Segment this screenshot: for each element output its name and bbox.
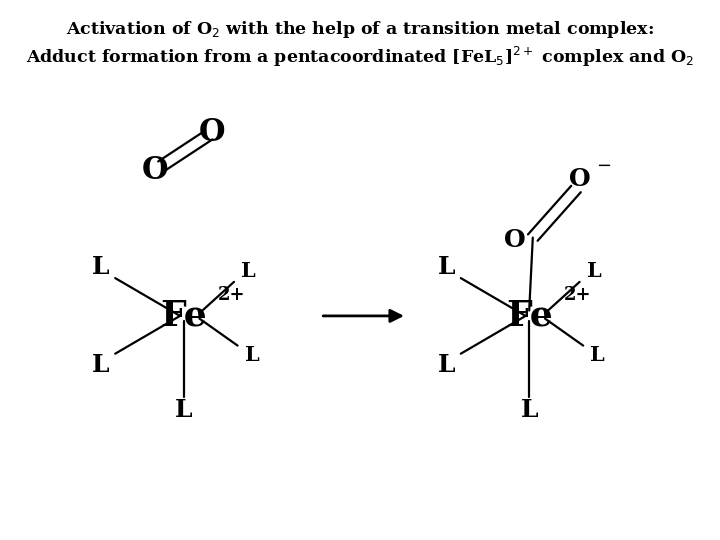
Text: L: L bbox=[92, 255, 109, 279]
Text: −: − bbox=[595, 157, 611, 176]
Text: O: O bbox=[199, 117, 225, 148]
Text: L: L bbox=[438, 255, 455, 279]
Text: L: L bbox=[590, 345, 605, 366]
Text: 2+: 2+ bbox=[564, 286, 591, 305]
Text: L: L bbox=[521, 399, 538, 422]
Text: L: L bbox=[92, 353, 109, 376]
Text: O: O bbox=[504, 228, 526, 252]
Text: Activation of O$_2$ with the help of a transition metal complex:: Activation of O$_2$ with the help of a t… bbox=[66, 19, 654, 40]
Text: L: L bbox=[587, 261, 601, 281]
Text: L: L bbox=[245, 345, 259, 366]
Text: Fe: Fe bbox=[506, 299, 552, 333]
Text: L: L bbox=[438, 353, 455, 376]
Text: 2+: 2+ bbox=[218, 286, 246, 305]
Text: L: L bbox=[241, 261, 256, 281]
Text: Fe: Fe bbox=[161, 299, 207, 333]
Text: Adduct formation from a pentacoordinated [FeL$_5$]$^{2+}$ complex and O$_2$: Adduct formation from a pentacoordinated… bbox=[26, 45, 694, 69]
Text: O: O bbox=[569, 167, 590, 191]
Text: L: L bbox=[175, 399, 192, 422]
Text: O: O bbox=[142, 154, 168, 186]
